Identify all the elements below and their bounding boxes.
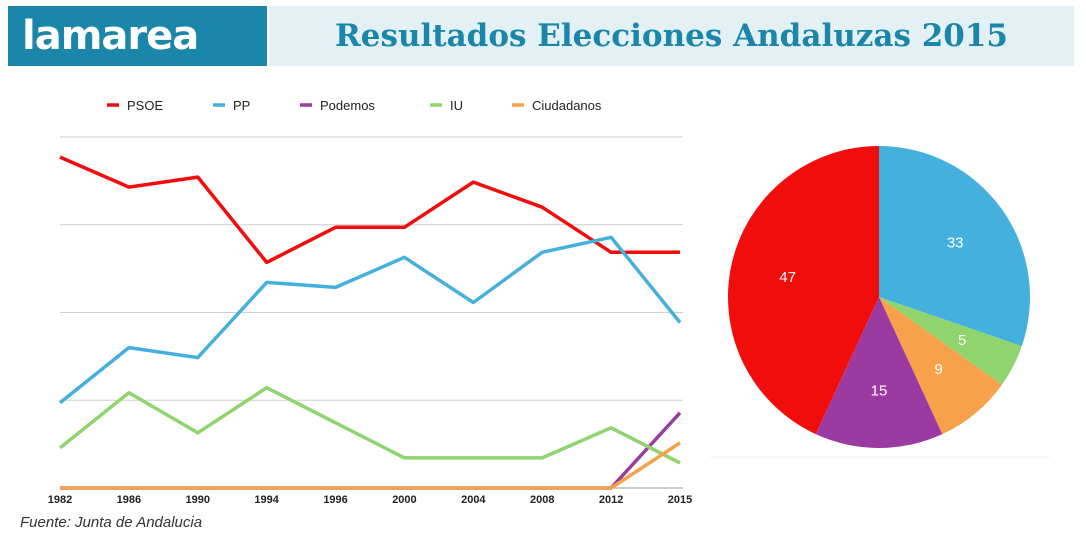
- x-tick-label: 1982: [48, 494, 72, 506]
- x-tick-label: 2004: [461, 494, 486, 506]
- series-line-psoe: [59, 155, 680, 265]
- x-tick-label: 2008: [530, 494, 554, 506]
- legend-label: Ciudadanos: [532, 98, 602, 113]
- logo-text: lamarea: [22, 13, 199, 59]
- x-tick-label: 2015: [668, 494, 692, 506]
- pie-slice-label: 33: [947, 235, 964, 252]
- x-tick-label: 1990: [186, 494, 210, 506]
- series-line-iu: [58, 385, 681, 465]
- pie-slice-iu: [879, 297, 1022, 385]
- title-banner: Resultados Elecciones Andaluzas 2015: [269, 6, 1074, 66]
- series-line-podemos: [60, 411, 682, 490]
- pie-slice-psoe: [727, 145, 879, 435]
- series-line-ciudadanos: [60, 441, 681, 490]
- x-tick-label: 1996: [323, 494, 347, 506]
- pie-slice-label: 5: [958, 332, 966, 349]
- x-tick-label: 1994: [254, 494, 279, 506]
- legend-label: PSOE: [127, 98, 163, 113]
- x-tick-label: 2000: [392, 494, 416, 506]
- pie-slice-label: 9: [935, 361, 943, 378]
- x-tick-label: 2012: [599, 494, 623, 506]
- logo-banner: lamarea: [8, 6, 267, 66]
- legend-label: PP: [233, 98, 250, 113]
- pie-slice-podemos: [815, 297, 943, 449]
- pie-slice-label: 15: [871, 383, 888, 400]
- source-note: Fuente: Junta de Andalucia: [20, 514, 203, 531]
- series-line-pp: [58, 235, 682, 405]
- pie-slice-ciudadanos: [879, 297, 1002, 435]
- legend-label: IU: [450, 98, 463, 113]
- legend-label: Podemos: [320, 98, 375, 113]
- pie-slice-label: 47: [779, 269, 796, 286]
- pie-slice-pp: [879, 146, 1030, 347]
- x-tick-label: 1986: [117, 494, 141, 506]
- page-title: Resultados Elecciones Andaluzas 2015: [335, 18, 1008, 54]
